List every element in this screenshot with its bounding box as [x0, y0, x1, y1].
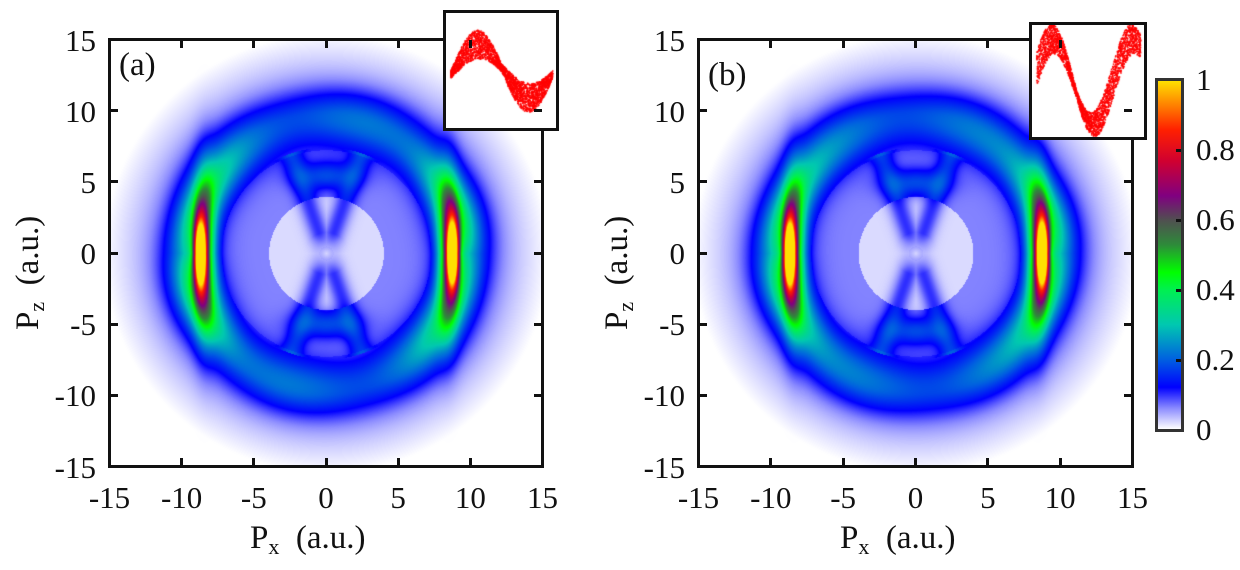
colorbar-tick	[1176, 358, 1181, 362]
inset-b	[1029, 22, 1147, 140]
y-tick-label: 5	[669, 164, 686, 200]
x-axis-label-b: Px (a.u.)	[840, 522, 956, 558]
x-tick	[986, 458, 990, 466]
x-tick-label: 5	[390, 480, 406, 515]
x-label-unit: (a.u.)	[295, 520, 366, 556]
x-tick	[841, 458, 845, 466]
y-tick-right	[534, 322, 542, 326]
inset-b-scatter	[1032, 25, 1144, 137]
colorbar-tick-label: 0.2	[1196, 342, 1235, 377]
y-tick	[110, 322, 118, 326]
x-tick	[180, 458, 184, 466]
y-tick	[110, 251, 118, 255]
x-tick-label: 5	[980, 480, 996, 515]
y-tick	[699, 180, 707, 184]
y-tick-right	[1124, 109, 1132, 113]
x-tick-top	[1058, 40, 1062, 48]
x-tick-label: -5	[830, 480, 857, 515]
x-tick-top	[769, 40, 773, 48]
x-tick	[1058, 458, 1062, 466]
y-tick-right	[534, 251, 542, 255]
x-label-sub: x	[858, 534, 870, 559]
x-tick	[396, 458, 400, 466]
x-tick-label: -10	[160, 480, 203, 515]
y-tick	[110, 393, 118, 397]
x-label-main: P	[840, 520, 859, 556]
x-tick-label: -10	[750, 480, 792, 515]
y-tick-right	[1124, 322, 1132, 326]
y-tick-label: 5	[80, 164, 97, 200]
y-tick	[699, 393, 707, 397]
x-tick-label: 0	[318, 480, 334, 515]
y-tick-label: 15	[65, 22, 96, 58]
x-tick-top	[468, 40, 472, 48]
x-label-main: P	[250, 520, 269, 556]
colorbar-tick-label: 1	[1196, 62, 1212, 97]
x-axis-label-a: Px (a.u.)	[250, 522, 366, 558]
x-tick-top	[841, 40, 845, 48]
x-tick-label: 15	[1117, 480, 1148, 515]
colorbar-tick	[1176, 288, 1181, 292]
y-tick-label: 0	[669, 236, 686, 271]
colorbar	[1155, 78, 1184, 432]
x-tick-label: -5	[240, 480, 267, 515]
y-tick	[110, 109, 118, 113]
x-tick	[468, 458, 472, 466]
x-tick-top	[324, 40, 328, 48]
inset-a-scatter	[446, 13, 556, 128]
x-tick	[769, 458, 773, 466]
colorbar-tick-label: 0.6	[1196, 202, 1235, 237]
y-tick-label: -10	[54, 378, 96, 414]
y-tick	[110, 180, 118, 184]
y-tick	[699, 109, 707, 113]
colorbar-tick-label: 0	[1196, 412, 1212, 447]
y-tick-label: -5	[70, 307, 96, 343]
y-tick-label: 10	[65, 93, 96, 129]
y-tick-right	[1124, 393, 1132, 397]
x-tick-top	[252, 40, 256, 48]
x-label-sub: x	[268, 534, 280, 559]
x-tick-label: -15	[677, 480, 720, 515]
colorbar-tick	[1176, 148, 1181, 152]
y-tick-label: 0	[80, 236, 97, 271]
colorbar-tick	[1176, 218, 1181, 222]
x-tick-top	[180, 40, 184, 48]
x-tick-label: -15	[88, 480, 131, 515]
x-tick-top	[986, 40, 990, 48]
y-tick-label: 15	[654, 22, 685, 58]
y-tick-right	[534, 180, 542, 184]
x-tick-label: 10	[1044, 480, 1076, 515]
y-tick-label: -15	[643, 449, 685, 485]
inset-a	[443, 10, 559, 131]
x-tick	[324, 458, 328, 466]
y-tick-right	[1124, 251, 1132, 255]
colorbar-tick-label: 0.8	[1196, 132, 1235, 167]
x-tick-top	[914, 40, 917, 48]
x-label-unit: (a.u.)	[885, 520, 956, 556]
y-tick	[699, 322, 707, 326]
y-tick-right	[534, 109, 542, 113]
panel-label-a: (a)	[119, 47, 156, 83]
y-tick-label: -15	[54, 449, 96, 485]
x-tick-label: 10	[454, 480, 486, 515]
x-tick-label: 0	[907, 480, 924, 515]
y-tick-label: -10	[643, 378, 685, 414]
y-tick-label: -5	[659, 307, 685, 343]
x-tick	[252, 458, 256, 466]
y-tick	[699, 251, 707, 255]
y-tick-label: 10	[654, 93, 685, 129]
x-tick	[914, 458, 917, 466]
colorbar-tick-label: 0.4	[1196, 272, 1235, 307]
x-tick-label: 15	[527, 480, 558, 515]
x-tick-top	[396, 40, 400, 48]
panel-label-b: (b)	[708, 57, 747, 93]
y-tick-right	[534, 393, 542, 397]
y-tick-right	[1124, 180, 1132, 184]
